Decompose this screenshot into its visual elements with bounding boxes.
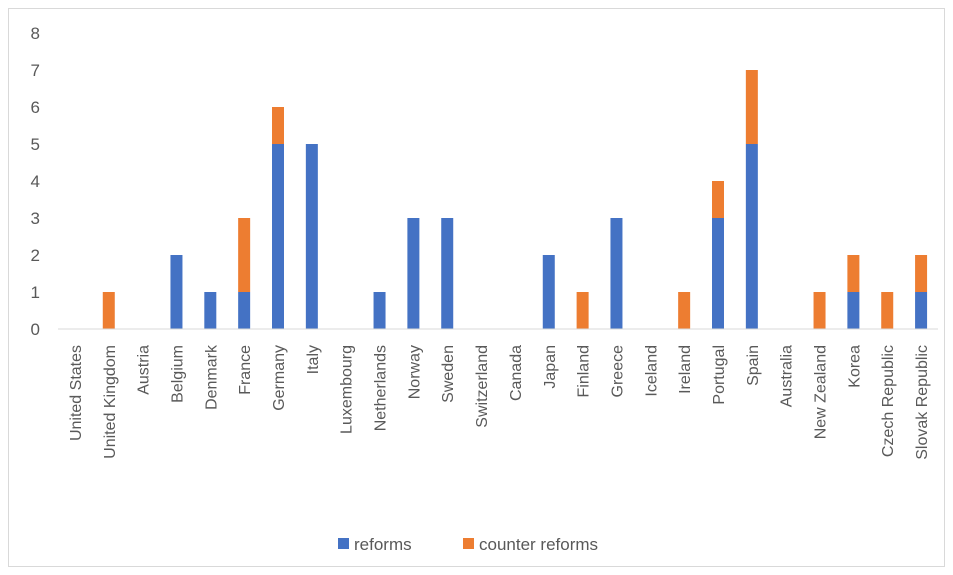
y-tick-label: 1	[31, 283, 40, 302]
bar-reforms	[712, 218, 724, 329]
x-tick-label: United Kingdom	[102, 345, 119, 459]
y-tick-label: 7	[31, 61, 40, 80]
legend-swatch-counter-reforms	[463, 538, 474, 549]
bar-reforms	[441, 218, 454, 329]
bar-reforms	[745, 144, 758, 329]
x-tick-label: Germany	[271, 345, 288, 411]
x-tick-label: United States	[68, 345, 85, 441]
y-axis-tick-labels: 0 1 2 3 4 5 6 7 8	[31, 24, 40, 339]
bar-reforms	[373, 292, 386, 329]
x-tick-label: Norway	[406, 345, 423, 399]
legend-label-counter-reforms: counter reforms	[479, 535, 598, 554]
x-tick-label: Luxembourg	[339, 345, 356, 434]
x-tick-label: Italy	[305, 345, 322, 374]
legend-swatch-reforms	[338, 538, 349, 549]
x-tick-label: Belgium	[169, 345, 186, 403]
x-tick-label: Greece	[609, 345, 626, 398]
x-tick-label: France	[237, 345, 254, 395]
x-tick-label: Denmark	[203, 344, 220, 410]
x-tick-label: Iceland	[643, 345, 660, 397]
bar-counter-reforms	[712, 181, 724, 218]
bar-counter-reforms	[915, 255, 928, 292]
bar-reforms	[915, 292, 928, 329]
x-tick-label: Slovak Republic	[914, 345, 931, 460]
legend-label-reforms: reforms	[354, 535, 412, 554]
bar-counter-reforms	[745, 70, 758, 144]
x-axis-tick-labels: United States United Kingdom Austria Belgiu…	[68, 344, 931, 460]
x-tick-label: Korea	[846, 345, 863, 388]
y-tick-label: 2	[31, 246, 40, 265]
bar-reforms	[204, 292, 217, 329]
bar-reforms	[610, 218, 623, 329]
bar-counter-reforms	[678, 292, 691, 329]
y-tick-label: 8	[31, 24, 40, 43]
y-tick-label: 4	[31, 172, 40, 191]
y-tick-label: 6	[31, 98, 40, 117]
x-tick-label: Australia	[779, 345, 796, 407]
bar-counter-reforms	[881, 292, 894, 329]
bar-counter-reforms	[847, 255, 860, 292]
x-tick-label: Spain	[745, 345, 762, 386]
chart-area: 0 1 2 3 4 5 6 7 8 United States United Kingdom Aus…	[8, 8, 945, 567]
bar-reforms	[542, 255, 555, 329]
x-tick-label: Ireland	[677, 345, 694, 394]
bar-reforms	[170, 255, 183, 329]
bar-reforms	[407, 218, 420, 329]
bar-counter-reforms	[576, 292, 589, 329]
bar-reforms	[305, 144, 318, 329]
x-tick-label: Finland	[576, 345, 593, 397]
x-tick-label: Austria	[136, 345, 153, 395]
legend: reforms counter reforms	[338, 535, 598, 554]
x-tick-label: Czech Republic	[880, 345, 897, 457]
x-tick-label: Canada	[508, 345, 525, 401]
x-tick-label: New Zealand	[813, 345, 830, 439]
y-tick-label: 3	[31, 209, 40, 228]
stacked-bar-chart: 0 1 2 3 4 5 6 7 8 United States United Kingdom Aus…	[31, 24, 938, 554]
x-tick-label: Japan	[542, 345, 559, 389]
y-tick-label: 5	[31, 135, 40, 154]
x-tick-label: Portugal	[711, 345, 728, 405]
y-tick-label: 0	[31, 320, 40, 339]
bar-counter-reforms	[272, 107, 284, 144]
x-tick-label: Netherlands	[373, 345, 390, 431]
bar-reforms	[847, 292, 860, 329]
x-tick-label: Sweden	[440, 345, 457, 403]
bar-reforms	[272, 144, 284, 329]
bar-counter-reforms	[813, 292, 826, 329]
bar-counter-reforms	[238, 218, 251, 292]
bar-counter-reforms	[102, 292, 115, 329]
x-tick-label: Switzerland	[474, 345, 491, 428]
bar-series	[102, 70, 928, 329]
bar-reforms	[238, 292, 251, 329]
